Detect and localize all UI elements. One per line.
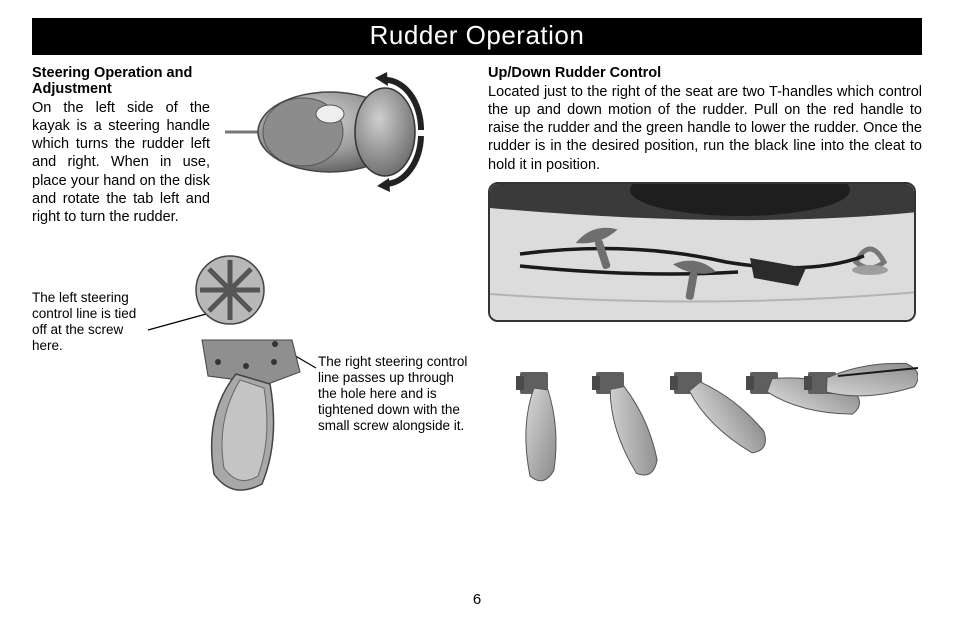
steering-handle-illustration <box>220 65 450 195</box>
manual-page: Rudder Operation Steering Operation and … <box>0 0 954 618</box>
rudder-pos-1 <box>516 372 556 481</box>
right-column: Up/Down Rudder Control Located just to t… <box>488 65 922 504</box>
left-top-block: Steering Operation and Adjustment On the… <box>32 65 466 226</box>
t-handle-photo <box>488 182 916 322</box>
steering-handle-svg <box>225 66 445 194</box>
page-number: 6 <box>0 591 954 608</box>
t-handle-photo-svg <box>490 184 916 322</box>
updown-intro: Located just to the right of the seat ar… <box>488 83 922 174</box>
rudder-pos-2 <box>592 372 663 479</box>
page-title-bar: Rudder Operation <box>32 18 922 55</box>
left-intro-wrap: Steering Operation and Adjustment On the… <box>32 65 210 226</box>
rudder-assembly-block: The left steer­ing control line is tied … <box>32 244 466 504</box>
steering-heading: Steering Operation and Adjustment <box>32 65 210 97</box>
content-columns: Steering Operation and Adjustment On the… <box>32 65 922 504</box>
rudder-assembly-svg <box>32 244 472 504</box>
rudder-position-sequence <box>488 342 922 492</box>
steering-intro: On the left side of the kayak is a steer… <box>32 99 210 226</box>
left-column: Steering Operation and Adjustment On the… <box>32 65 466 504</box>
updown-heading: Up/Down Rudder Control <box>488 65 922 81</box>
rudder-sequence-svg <box>488 342 918 492</box>
page-title: Rudder Operation <box>370 20 585 50</box>
